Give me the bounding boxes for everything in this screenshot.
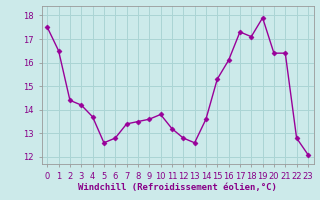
- X-axis label: Windchill (Refroidissement éolien,°C): Windchill (Refroidissement éolien,°C): [78, 183, 277, 192]
